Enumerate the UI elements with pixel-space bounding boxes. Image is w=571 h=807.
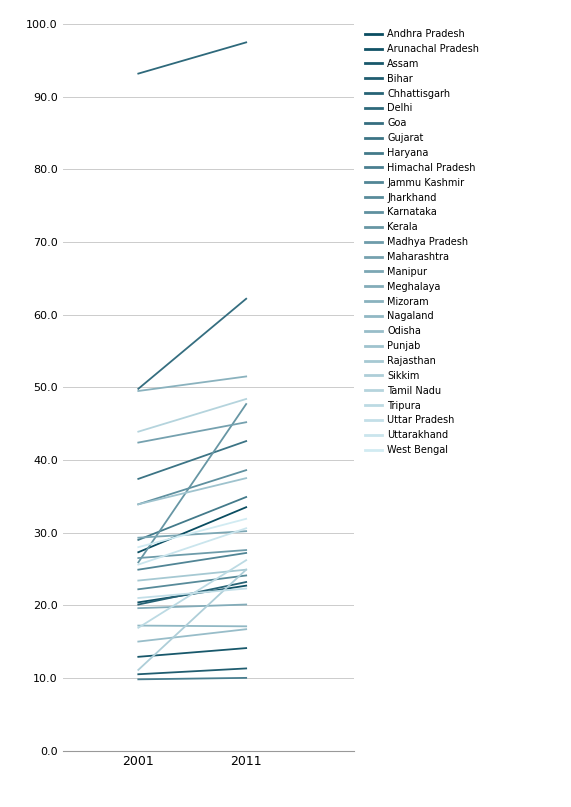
Legend: Andhra Pradesh, Arunachal Pradesh, Assam, Bihar, Chhattisgarh, Delhi, Goa, Gujar: Andhra Pradesh, Arunachal Pradesh, Assam…	[365, 29, 479, 455]
